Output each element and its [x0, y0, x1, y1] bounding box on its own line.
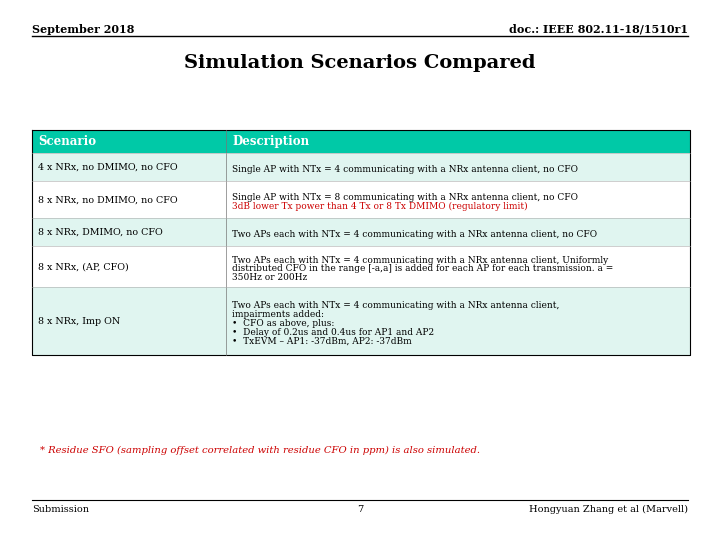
Text: •  CFO as above, plus:: • CFO as above, plus: [232, 319, 335, 328]
Text: Scenario: Scenario [38, 135, 96, 148]
Text: 8 x NRx, DMIMO, no CFO: 8 x NRx, DMIMO, no CFO [38, 228, 163, 237]
Text: 3dB lower Tx power than 4 Tx or 8 Tx DMIMO (regulatory limit): 3dB lower Tx power than 4 Tx or 8 Tx DMI… [232, 202, 528, 211]
Text: Two APs each with NTx = 4 communicating with a NRx antenna client, no CFO: Two APs each with NTx = 4 communicating … [232, 230, 597, 239]
Text: •  TxEVM – AP1: -37dBm, AP2: -37dBm: • TxEVM – AP1: -37dBm, AP2: -37dBm [232, 336, 412, 346]
Text: * Residue SFO (sampling offset correlated with residue CFO in ppm) is also simul: * Residue SFO (sampling offset correlate… [40, 446, 480, 455]
Text: Single AP with NTx = 8 communicating with a NRx antenna client, no CFO: Single AP with NTx = 8 communicating wit… [232, 193, 578, 202]
Text: Single AP with NTx = 4 communicating with a NRx antenna client, no CFO: Single AP with NTx = 4 communicating wit… [232, 165, 578, 174]
Text: Two APs each with NTx = 4 communicating with a NRx antenna client, Uniformly: Two APs each with NTx = 4 communicating … [232, 255, 608, 265]
FancyBboxPatch shape [32, 246, 690, 287]
Text: 350Hz or 200Hz: 350Hz or 200Hz [232, 273, 307, 282]
Text: Simulation Scenarios Compared: Simulation Scenarios Compared [184, 54, 536, 72]
Text: 8 x NRx, no DMIMO, no CFO: 8 x NRx, no DMIMO, no CFO [38, 195, 178, 204]
Text: 7: 7 [357, 505, 363, 514]
Text: doc.: IEEE 802.11-18/1510r1: doc.: IEEE 802.11-18/1510r1 [508, 24, 688, 35]
Text: 8 x NRx, Imp ON: 8 x NRx, Imp ON [38, 316, 120, 326]
Text: •  Delay of 0.2us and 0.4us for AP1 and AP2: • Delay of 0.2us and 0.4us for AP1 and A… [232, 328, 434, 336]
Text: September 2018: September 2018 [32, 24, 135, 35]
Text: Hongyuan Zhang et al (Marvell): Hongyuan Zhang et al (Marvell) [528, 505, 688, 514]
Text: impairments added:: impairments added: [232, 310, 324, 319]
Text: Submission: Submission [32, 505, 89, 514]
Text: Description: Description [232, 135, 309, 148]
Text: 8 x NRx, (AP, CFO): 8 x NRx, (AP, CFO) [38, 262, 129, 271]
FancyBboxPatch shape [32, 153, 690, 181]
Text: Two APs each with NTx = 4 communicating with a NRx antenna client,: Two APs each with NTx = 4 communicating … [232, 301, 559, 310]
Text: distributed CFO in the range [-a,a] is added for each AP for each transmission. : distributed CFO in the range [-a,a] is a… [232, 265, 613, 273]
FancyBboxPatch shape [32, 287, 690, 355]
FancyBboxPatch shape [32, 130, 690, 153]
FancyBboxPatch shape [32, 181, 690, 218]
Text: 4 x NRx, no DMIMO, no CFO: 4 x NRx, no DMIMO, no CFO [38, 163, 178, 172]
FancyBboxPatch shape [32, 218, 690, 246]
